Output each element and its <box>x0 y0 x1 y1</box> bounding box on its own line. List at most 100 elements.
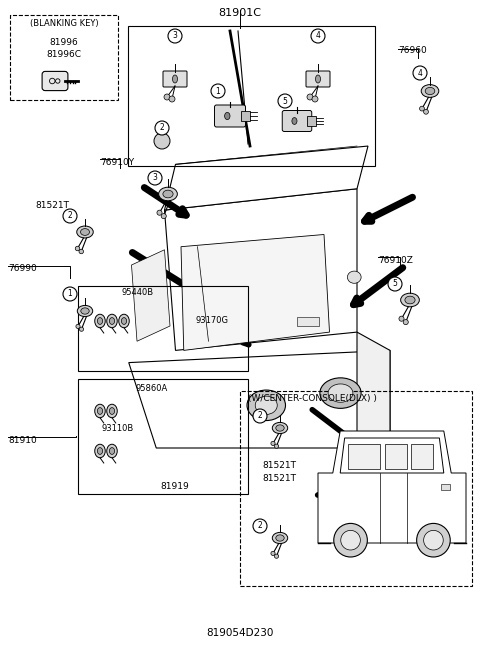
FancyBboxPatch shape <box>163 71 187 87</box>
Circle shape <box>307 94 313 100</box>
Ellipse shape <box>109 407 115 415</box>
Text: 81996: 81996 <box>49 38 78 47</box>
Text: (BLANKING KEY): (BLANKING KEY) <box>30 19 98 28</box>
Ellipse shape <box>421 85 439 97</box>
Polygon shape <box>165 146 368 210</box>
Polygon shape <box>357 332 390 448</box>
Ellipse shape <box>97 407 103 415</box>
Circle shape <box>161 214 166 218</box>
Text: 93110B: 93110B <box>102 424 134 433</box>
Bar <box>384 443 407 469</box>
Text: 2: 2 <box>258 411 263 420</box>
Polygon shape <box>165 189 357 350</box>
Ellipse shape <box>77 306 93 317</box>
Text: 81901C: 81901C <box>218 8 262 18</box>
Ellipse shape <box>225 112 230 119</box>
Ellipse shape <box>272 422 288 434</box>
Text: 93170G: 93170G <box>195 316 228 325</box>
Circle shape <box>79 327 84 331</box>
Ellipse shape <box>97 447 103 455</box>
Text: 5: 5 <box>393 279 397 289</box>
Circle shape <box>413 66 427 80</box>
Text: 95860A: 95860A <box>135 384 167 393</box>
Text: 3: 3 <box>153 173 157 182</box>
Text: (W/CENTER-CONSOLE(DLX) ): (W/CENTER-CONSOLE(DLX) ) <box>248 394 377 403</box>
Bar <box>307 116 316 126</box>
Bar <box>78 379 248 494</box>
Ellipse shape <box>401 293 420 307</box>
Text: 4: 4 <box>418 68 422 77</box>
Circle shape <box>399 316 404 321</box>
Bar <box>10 15 118 100</box>
Ellipse shape <box>425 87 435 94</box>
Polygon shape <box>318 431 466 543</box>
Ellipse shape <box>172 75 178 83</box>
Circle shape <box>312 96 318 102</box>
Ellipse shape <box>107 444 117 458</box>
Text: 81996C: 81996C <box>47 50 82 59</box>
Ellipse shape <box>159 187 177 201</box>
Text: 76910Y: 76910Y <box>100 158 134 167</box>
Ellipse shape <box>315 75 321 83</box>
Polygon shape <box>181 234 329 350</box>
Ellipse shape <box>276 535 284 541</box>
Bar <box>241 111 250 121</box>
Polygon shape <box>340 438 444 473</box>
Ellipse shape <box>81 308 89 314</box>
Text: 4: 4 <box>315 31 321 41</box>
FancyBboxPatch shape <box>215 105 245 127</box>
Text: 2: 2 <box>68 211 72 220</box>
Ellipse shape <box>109 447 115 455</box>
Ellipse shape <box>255 396 277 415</box>
Ellipse shape <box>121 318 127 324</box>
Ellipse shape <box>107 314 117 328</box>
Ellipse shape <box>405 296 415 304</box>
Ellipse shape <box>320 378 361 408</box>
Ellipse shape <box>276 425 284 431</box>
Text: 81919: 81919 <box>160 482 189 491</box>
Circle shape <box>75 246 80 251</box>
Bar <box>441 484 450 490</box>
FancyBboxPatch shape <box>306 71 330 87</box>
Circle shape <box>278 94 292 108</box>
Text: 3: 3 <box>173 31 178 41</box>
Bar <box>128 26 375 166</box>
Ellipse shape <box>97 318 103 324</box>
Bar <box>411 443 433 469</box>
Polygon shape <box>129 350 390 448</box>
Circle shape <box>155 121 169 135</box>
Circle shape <box>169 96 175 102</box>
Ellipse shape <box>292 117 297 125</box>
Circle shape <box>79 249 84 254</box>
Text: 5: 5 <box>283 96 288 106</box>
Polygon shape <box>132 250 170 341</box>
Ellipse shape <box>95 404 105 418</box>
Circle shape <box>424 531 443 550</box>
Circle shape <box>341 531 360 550</box>
Circle shape <box>253 409 267 423</box>
Text: 819054D230: 819054D230 <box>206 628 274 638</box>
Text: 95440B: 95440B <box>122 288 154 297</box>
Circle shape <box>271 551 275 556</box>
FancyBboxPatch shape <box>282 110 312 131</box>
Text: 1: 1 <box>216 87 220 96</box>
Ellipse shape <box>247 390 286 420</box>
Ellipse shape <box>119 314 129 328</box>
Circle shape <box>154 133 170 149</box>
Circle shape <box>388 277 402 291</box>
Ellipse shape <box>107 404 117 418</box>
Text: 81521T: 81521T <box>262 461 296 470</box>
Circle shape <box>403 319 408 325</box>
Bar <box>297 317 319 326</box>
Circle shape <box>63 287 77 301</box>
Circle shape <box>275 444 278 448</box>
Ellipse shape <box>109 318 115 324</box>
Ellipse shape <box>348 271 361 283</box>
Bar <box>348 443 380 469</box>
Bar <box>78 286 248 371</box>
FancyBboxPatch shape <box>42 72 68 91</box>
Circle shape <box>157 210 162 215</box>
Text: 76910Z: 76910Z <box>378 256 413 265</box>
Circle shape <box>275 554 278 558</box>
Circle shape <box>271 441 275 445</box>
